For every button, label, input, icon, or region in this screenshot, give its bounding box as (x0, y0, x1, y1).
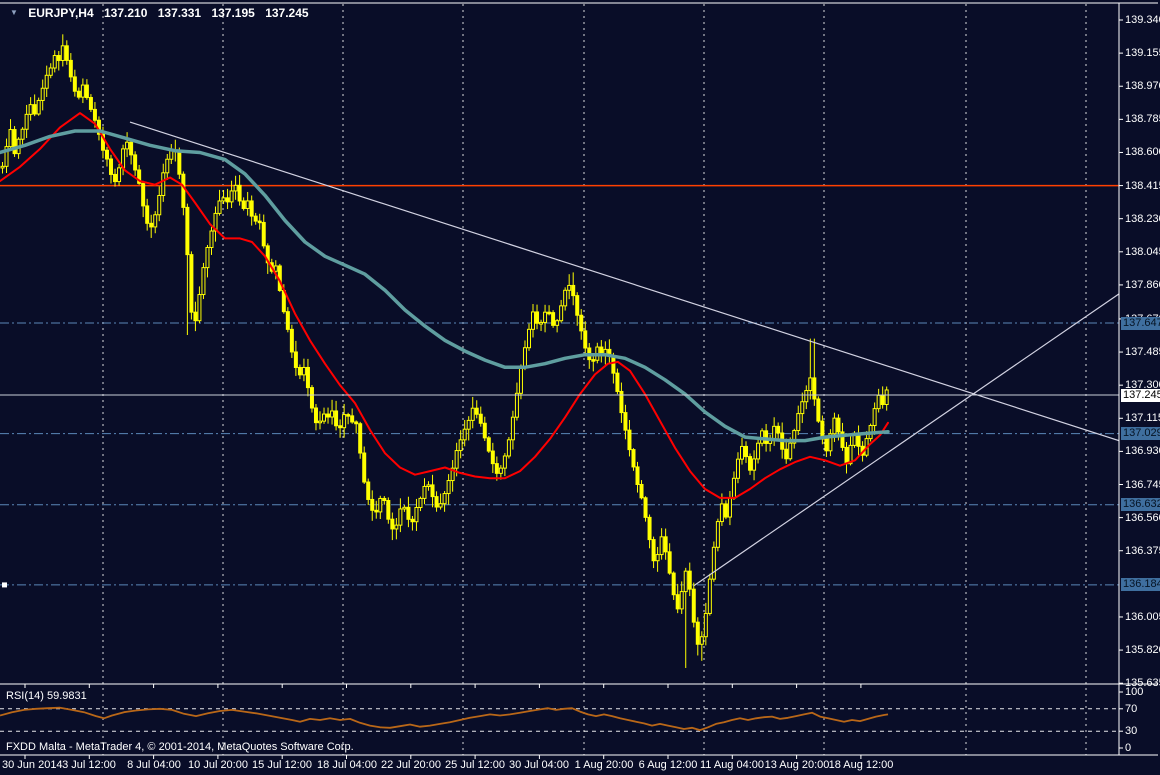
price-highlight-137.647: 137.647 (1121, 317, 1160, 330)
price-highlight-137.245: 137.245 (1121, 389, 1160, 402)
descending-trendline[interactable] (129, 121, 1119, 442)
moving-averages (0, 112, 890, 499)
time-axis-label: 6 Aug 12:00 (638, 759, 698, 771)
trendline-objects[interactable] (129, 121, 1119, 587)
price-tick-label: 138.970 (1125, 80, 1160, 92)
price-tick-label: 136.560 (1125, 512, 1160, 524)
ascending-trendline[interactable] (693, 293, 1119, 587)
price-tick-label: 136.375 (1125, 545, 1160, 557)
price-tick-label: 137.300 (1125, 379, 1160, 391)
title-high: 137.331 (157, 6, 202, 20)
rsi-scale-label: 100 (1125, 686, 1144, 698)
rsi-layer (0, 706, 1119, 732)
time-axis-label: 3 Jul 12:00 (62, 759, 116, 771)
ma-slow-teal (0, 129, 890, 443)
time-axis[interactable] (0, 755, 1160, 775)
time-axis-label: 11 Aug 04:00 (699, 759, 765, 771)
price-tick-label: 138.415 (1125, 180, 1160, 192)
price-highlight-136.184: 136.184 (1121, 578, 1160, 591)
rsi-scale-label: 0 (1125, 742, 1132, 754)
time-axis-label: 15 Jul 12:00 (252, 759, 312, 771)
platform-watermark: FXDD Malta - MetaTrader 4, © 2001-2014, … (6, 741, 354, 753)
price-tick-label: 137.485 (1125, 346, 1160, 358)
candles-layer (0, 34, 889, 668)
time-axis-label: 25 Jul 12:00 (445, 759, 505, 771)
horizontal-line-objects[interactable] (0, 184, 1119, 586)
price-tick-label: 136.745 (1125, 479, 1160, 491)
title-close: 137.245 (265, 6, 309, 20)
time-axis-label: 30 Jul 04:00 (509, 759, 569, 771)
rsi-pane[interactable] (0, 685, 1119, 755)
rsi-name: RSI(14) (6, 690, 44, 702)
chart-dropdown-icon[interactable]: ▼ (10, 8, 18, 17)
price-highlight-136.632: 136.632 (1121, 498, 1160, 511)
price-highlight-137.029: 137.029 (1121, 427, 1160, 440)
price-tick-label: 138.230 (1125, 213, 1160, 225)
price-axis[interactable] (1119, 3, 1160, 755)
price-tick-label: 136.930 (1125, 445, 1160, 457)
price-tick-label: 137.860 (1125, 279, 1160, 291)
rsi-value: 59.9831 (46, 690, 87, 702)
time-axis-label: 13 Aug 20:00 (764, 759, 830, 771)
chart-title: ▼ EURJPY,H4 137.210 137.331 137.195 137.… (10, 6, 316, 20)
chart-frame (0, 2, 1158, 759)
title-low: 137.195 (211, 6, 255, 20)
time-axis-label: 1 Aug 20:00 (574, 759, 634, 771)
time-axis-label: 18 Aug 12:00 (828, 759, 894, 771)
line-selection-handle[interactable] (2, 582, 7, 588)
price-tick-label: 139.155 (1125, 47, 1160, 59)
price-tick-label: 138.045 (1125, 246, 1160, 258)
time-axis-label: 18 Jul 04:00 (317, 759, 377, 771)
rsi-line (0, 706, 889, 731)
price-tick-label: 138.785 (1125, 113, 1160, 125)
time-axis-label: 30 Jun 2014 (2, 759, 63, 771)
ma-fast-red (0, 112, 889, 499)
rsi-scale-label: 70 (1125, 703, 1138, 715)
time-axis-label: 10 Jul 20:00 (188, 759, 248, 771)
price-tick-label: 137.115 (1125, 412, 1160, 424)
price-tick-label: 139.340 (1125, 14, 1160, 26)
time-axis-label: 8 Jul 04:00 (127, 759, 181, 771)
price-tick-label: 136.005 (1125, 611, 1160, 623)
rsi-scale-label: 30 (1125, 725, 1138, 737)
rsi-indicator-label: RSI(14) 59.9831 (6, 690, 87, 702)
title-symbol-period: EURJPY,H4 (28, 6, 94, 20)
title-open: 137.210 (103, 6, 148, 20)
price-tick-label: 135.635 (1125, 677, 1160, 689)
price-tick-label: 135.820 (1125, 644, 1160, 656)
price-tick-label: 138.600 (1125, 146, 1160, 158)
time-axis-label: 22 Jul 20:00 (381, 759, 441, 771)
